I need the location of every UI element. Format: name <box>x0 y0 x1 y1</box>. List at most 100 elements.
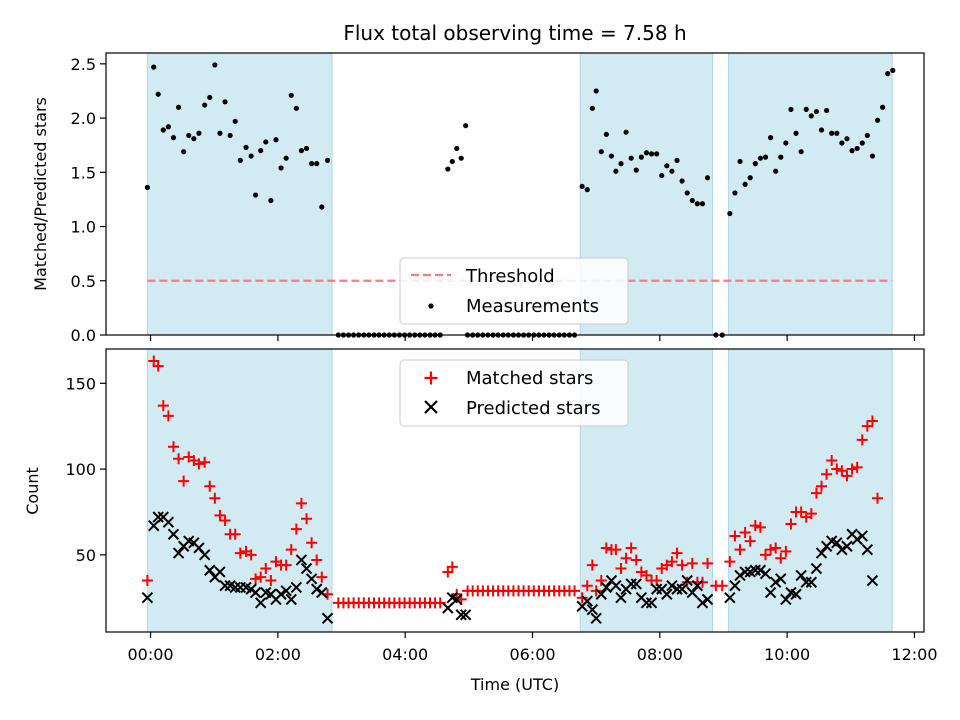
matched-star-point <box>610 544 622 556</box>
predicted-star-point <box>775 573 787 585</box>
predicted-star-point <box>851 533 863 546</box>
measurement-point <box>248 153 254 159</box>
predicted-star-point <box>595 588 607 600</box>
measurement-point <box>689 197 695 204</box>
predicted-star-point <box>856 530 868 542</box>
measurement-point <box>885 71 891 77</box>
chart-title: Flux total observing time = 7.58 h <box>343 21 686 45</box>
measurement-point <box>283 155 289 161</box>
measurement-point <box>633 167 639 173</box>
predicted-star-point <box>254 597 267 609</box>
matched-star-point <box>780 545 792 557</box>
predicted-star-point <box>645 597 658 609</box>
matched-star-point <box>178 475 190 487</box>
matched-star-point <box>846 463 858 475</box>
predicted-star-point <box>290 581 303 594</box>
predicted-star-point <box>836 543 848 556</box>
measurement-point <box>864 132 870 139</box>
predicted-star-point <box>610 579 622 592</box>
matched-star-point <box>600 542 612 554</box>
matched-star-point <box>214 509 226 521</box>
shaded-interval <box>146 52 333 336</box>
measurement-point <box>628 155 634 161</box>
matched-star-point <box>671 547 683 559</box>
predicted-star-point <box>759 567 772 580</box>
x-tick-label: 00:00 <box>128 645 174 664</box>
measurement-point <box>808 113 814 119</box>
measurement-point <box>669 168 675 174</box>
measurement-point <box>155 91 161 97</box>
predicted-star-point <box>219 579 231 592</box>
measurement-point <box>643 150 650 156</box>
measurement-point <box>579 183 585 190</box>
matched-star-point <box>866 415 878 427</box>
legend-matched-swatch <box>424 371 438 385</box>
measurement-point <box>589 105 595 111</box>
measurement-point <box>752 161 758 167</box>
measurement-point <box>144 184 150 191</box>
measurement-point <box>151 64 157 70</box>
matched-star-point <box>157 400 169 412</box>
predicted-star-point <box>310 583 323 595</box>
legend-measurements-swatch <box>428 303 434 309</box>
measurement-point <box>175 104 182 110</box>
predicted-star-point <box>249 586 262 599</box>
predicted-star-point <box>661 588 673 600</box>
measurement-point <box>268 197 274 204</box>
predicted-star-point <box>275 588 287 600</box>
predicted-star-point <box>754 564 767 576</box>
matched-star-point <box>754 521 766 533</box>
predicted-star-point <box>455 609 467 621</box>
top-panel-axis-ticks: 0.0 0.5 1.0 1.5 2.0 2.5 <box>71 55 916 345</box>
shaded-interval <box>728 348 893 633</box>
matched-star-point <box>686 557 698 569</box>
measurement-point <box>648 151 655 157</box>
measurement-point <box>319 204 325 210</box>
matched-star-point <box>615 563 627 575</box>
matched-star-point <box>260 563 272 575</box>
predicted-star-point <box>650 583 663 595</box>
shaded-interval <box>728 52 893 336</box>
measurement-point <box>603 131 609 137</box>
matched-star-point <box>841 470 853 482</box>
top-legend-box <box>399 257 629 325</box>
measurement-point <box>303 145 310 152</box>
x-tick-label: 04:00 <box>382 645 428 664</box>
matched-star-point <box>676 559 688 571</box>
predicted-star-point <box>640 597 653 609</box>
predicted-star-point <box>442 602 454 614</box>
matched-star-point <box>193 458 205 470</box>
matched-star-point <box>821 468 833 480</box>
measurement-point <box>742 181 748 187</box>
measurement-point <box>165 124 171 130</box>
predicted-star-point <box>729 579 741 592</box>
y-tick-label: 2.0 <box>71 109 96 128</box>
matched-star-point <box>306 537 318 549</box>
measurement-point <box>854 145 860 152</box>
measurement-point <box>598 149 604 155</box>
predicted-star-point <box>805 576 818 588</box>
measurement-point <box>834 130 840 136</box>
matched-star-point <box>167 441 179 453</box>
matched-star-point <box>716 580 728 592</box>
predicted-stars-series <box>141 511 879 624</box>
measurement-point <box>227 132 233 139</box>
measurement-point <box>704 175 711 181</box>
matched-star-point <box>765 544 777 556</box>
measurement-point <box>859 140 865 146</box>
measurement-point <box>874 117 881 123</box>
measurement-point <box>793 130 799 136</box>
y-tick-label: 2.5 <box>71 55 96 74</box>
measurement-point <box>699 201 706 207</box>
predicted-star-point <box>285 593 297 606</box>
top-panel-frame <box>105 52 925 336</box>
measurement-point <box>788 106 794 112</box>
predicted-star-point <box>141 591 154 604</box>
matched-star-point <box>775 552 787 564</box>
measurement-point <box>727 210 733 217</box>
measurement-point <box>212 62 218 68</box>
matched-star-point <box>301 513 313 525</box>
measurement-point <box>674 157 680 163</box>
measurement-point <box>263 139 269 145</box>
matched-star-point <box>826 454 838 466</box>
